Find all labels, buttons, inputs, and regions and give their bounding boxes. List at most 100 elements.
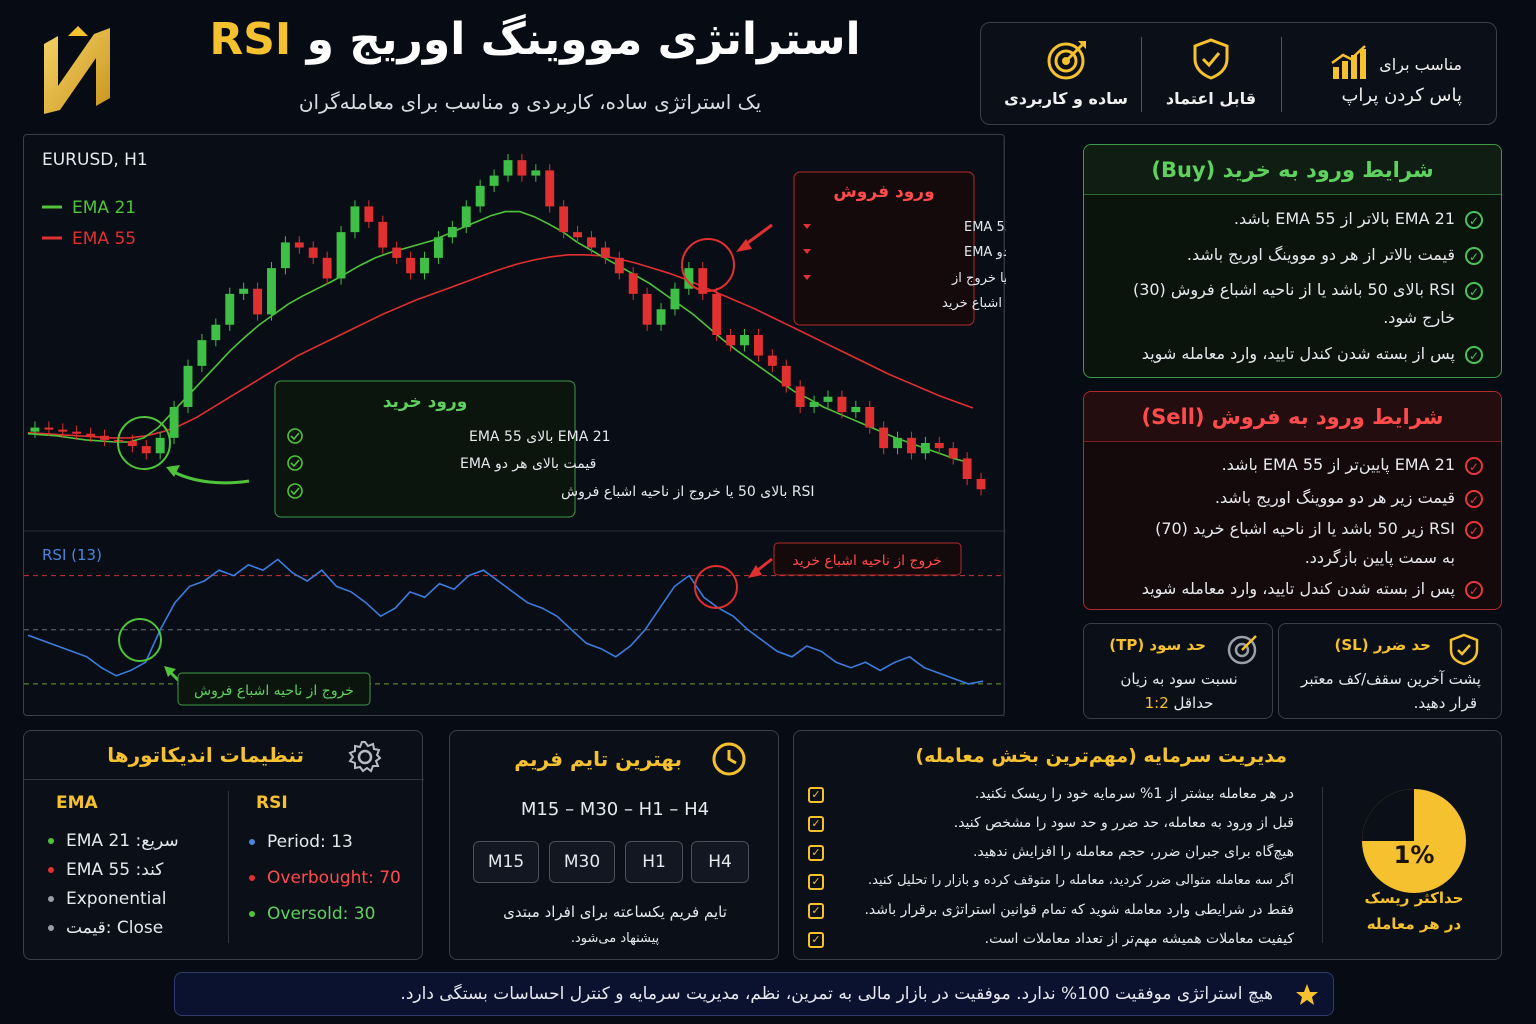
buy-callout: [274, 380, 576, 518]
sell-condition-item-cont: به سمت پایین بازگردد.: [1304, 548, 1455, 567]
candle-body: [336, 232, 346, 279]
page-title: استراتژی مووینگ اوریج و RSI: [209, 14, 861, 65]
candle-body: [753, 335, 763, 356]
money-rule-item: فقط در شرایطی وارد معامله شوید که تمام ق…: [864, 902, 1294, 918]
ema-setting-item: EMA کند: 55: [48, 860, 163, 880]
buy-condition-item: ✓RSI بالای 50 باشد یا از ناحیه اشباع فرو…: [1133, 280, 1483, 300]
candle-body: [86, 433, 96, 436]
badge-prop-line2: پاس کردن پراپ: [1341, 85, 1462, 106]
checkbox-icon: ✓: [808, 787, 824, 803]
sell-callout-item: EMA 21 پایین EMA 55: [964, 220, 1006, 235]
timeframe-h1-button[interactable]: H1: [625, 841, 683, 883]
sell-callout: [793, 171, 975, 326]
chart-canvas: 1.100001.095001.090001.085001.080001.075…: [24, 135, 1006, 717]
candle-body: [225, 293, 235, 325]
candle-body: [461, 206, 471, 227]
candle-body: [44, 427, 54, 430]
candle-body: [155, 437, 165, 454]
candle-body: [976, 479, 986, 490]
candle-body: [837, 396, 847, 413]
timeframe-m15-button[interactable]: M15: [473, 841, 539, 883]
candle-body: [809, 401, 819, 407]
candle-body: [420, 257, 429, 274]
sell-callout-item: ناحیه اشباع خرید: [942, 296, 1006, 311]
stop-loss-line2: قرار دهید.: [1413, 694, 1477, 712]
candle-body: [614, 257, 624, 274]
candle-body: [600, 247, 610, 258]
badge-simple-label: ساده و کاربردی: [1004, 89, 1128, 108]
candle-body: [726, 335, 736, 346]
checkbox-icon: ✓: [808, 874, 824, 890]
buy-callout-title: ورود خرید: [383, 392, 468, 412]
candle-body: [141, 446, 151, 454]
candle-body: [183, 365, 193, 407]
timeframe-note-line2: پیشنهاد می‌شود.: [570, 931, 660, 946]
badge-reliable: قابل اعتماد: [1141, 23, 1281, 124]
candle-body: [712, 293, 722, 335]
candle-body: [364, 206, 374, 222]
timeframe-h4-button[interactable]: H4: [691, 841, 749, 883]
timeframe-m30-button[interactable]: M30: [549, 841, 615, 883]
checkbox-icon: ✓: [808, 845, 824, 861]
candle-body: [350, 206, 360, 233]
candle-body: [587, 237, 596, 248]
sell-conditions-title: شرایط ورود به فروش (Sell): [1084, 392, 1501, 442]
candle-body: [684, 268, 694, 289]
stop-loss-panel: حد ضرر (SL) پشت آخرین سقف/کف معتبر قرار …: [1278, 623, 1502, 719]
candle-body: [781, 365, 791, 387]
candle-body: [294, 242, 304, 248]
price-chart: 1.100001.095001.090001.085001.080001.075…: [23, 134, 1006, 717]
candle-body: [322, 257, 332, 279]
candle-body: [893, 437, 903, 449]
money-management-title: مدیریت سرمایه (مهم‌ترین بخش معامله): [915, 745, 1287, 767]
shield-check-icon: [1193, 38, 1229, 80]
ema-header: EMA: [56, 793, 98, 813]
rsi-header: RSI: [256, 793, 288, 813]
star-icon: [1296, 984, 1318, 1005]
rsi-label: RSI (13): [42, 546, 102, 564]
rsi-setting-item: Oversold: 30: [249, 904, 375, 924]
candle-body: [72, 431, 82, 434]
page-subtitle: یک استراتژی ساده، کاربردی و مناسب برای م…: [298, 90, 762, 114]
risk-label-line1: حداکثر ریسک: [1364, 889, 1464, 907]
candle-body: [948, 448, 958, 459]
candle-body: [920, 443, 930, 454]
buy-conditions-panel: شرایط ورود به خرید (Buy) ✓EMA 21 بالاتر …: [1083, 144, 1502, 378]
candle-body: [934, 443, 944, 449]
risk-label-line2: در هر معامله: [1366, 915, 1462, 933]
rsi-oversold-label: خروج از ناحیه اشباع فروش: [194, 683, 354, 699]
legend-ema55: EMA 55: [72, 229, 136, 249]
sell-callout-item: قیمت پایین‌تر هر دو EMA: [964, 245, 1006, 260]
legend-ema21: EMA 21: [72, 198, 136, 218]
candle-body: [280, 242, 290, 269]
brand-logo: [44, 26, 110, 114]
candle-body: [656, 309, 666, 325]
candle-body: [406, 257, 416, 274]
check-icon: ✓: [1465, 345, 1483, 364]
candle-body: [100, 435, 109, 440]
take-profit-panel: حد سود (TP) نسبت سود به زیان حداقل 1:2: [1083, 623, 1273, 719]
candle-body: [30, 427, 40, 432]
candle-body: [851, 407, 861, 413]
badge-prop: مناسب برای پاس کردن پراپ: [1321, 23, 1498, 124]
sell-condition-item: ✓قیمت زیر هر دو مووینگ اوریج باشد.: [1215, 488, 1483, 508]
candle-body: [433, 237, 443, 258]
candle-body: [253, 288, 263, 315]
candle-body: [879, 427, 889, 449]
chart-symbol: EURUSD, H1: [42, 150, 148, 170]
candle-body: [475, 185, 485, 207]
buy-callout-item: قیمت بالای هر دو EMA: [460, 456, 596, 472]
candle-body: [670, 288, 680, 310]
candle-body: [907, 437, 916, 454]
buy-condition-item: ✓EMA 21 بالاتر از EMA 55 باشد.: [1234, 209, 1483, 229]
candle-body: [517, 160, 527, 176]
risk-value: 1%: [1394, 841, 1435, 869]
risk-pie: 1%: [1362, 789, 1466, 893]
sell-condition-item: ✓RSI زیر 50 باشد یا از ناحیه اشباع خرید …: [1155, 519, 1483, 539]
sell-callout-item: RSI زیر 50 یا خروج از: [951, 271, 1006, 286]
bar-chart-icon: [1331, 45, 1366, 79]
timeframe-title: بهترین تایم فریم: [514, 747, 682, 771]
check-icon: ✓: [1465, 489, 1483, 508]
footer-disclaimer: هیچ استراتژی موفقیت 100% ندارد. موفقیت د…: [174, 972, 1334, 1016]
candle-body: [698, 268, 708, 294]
